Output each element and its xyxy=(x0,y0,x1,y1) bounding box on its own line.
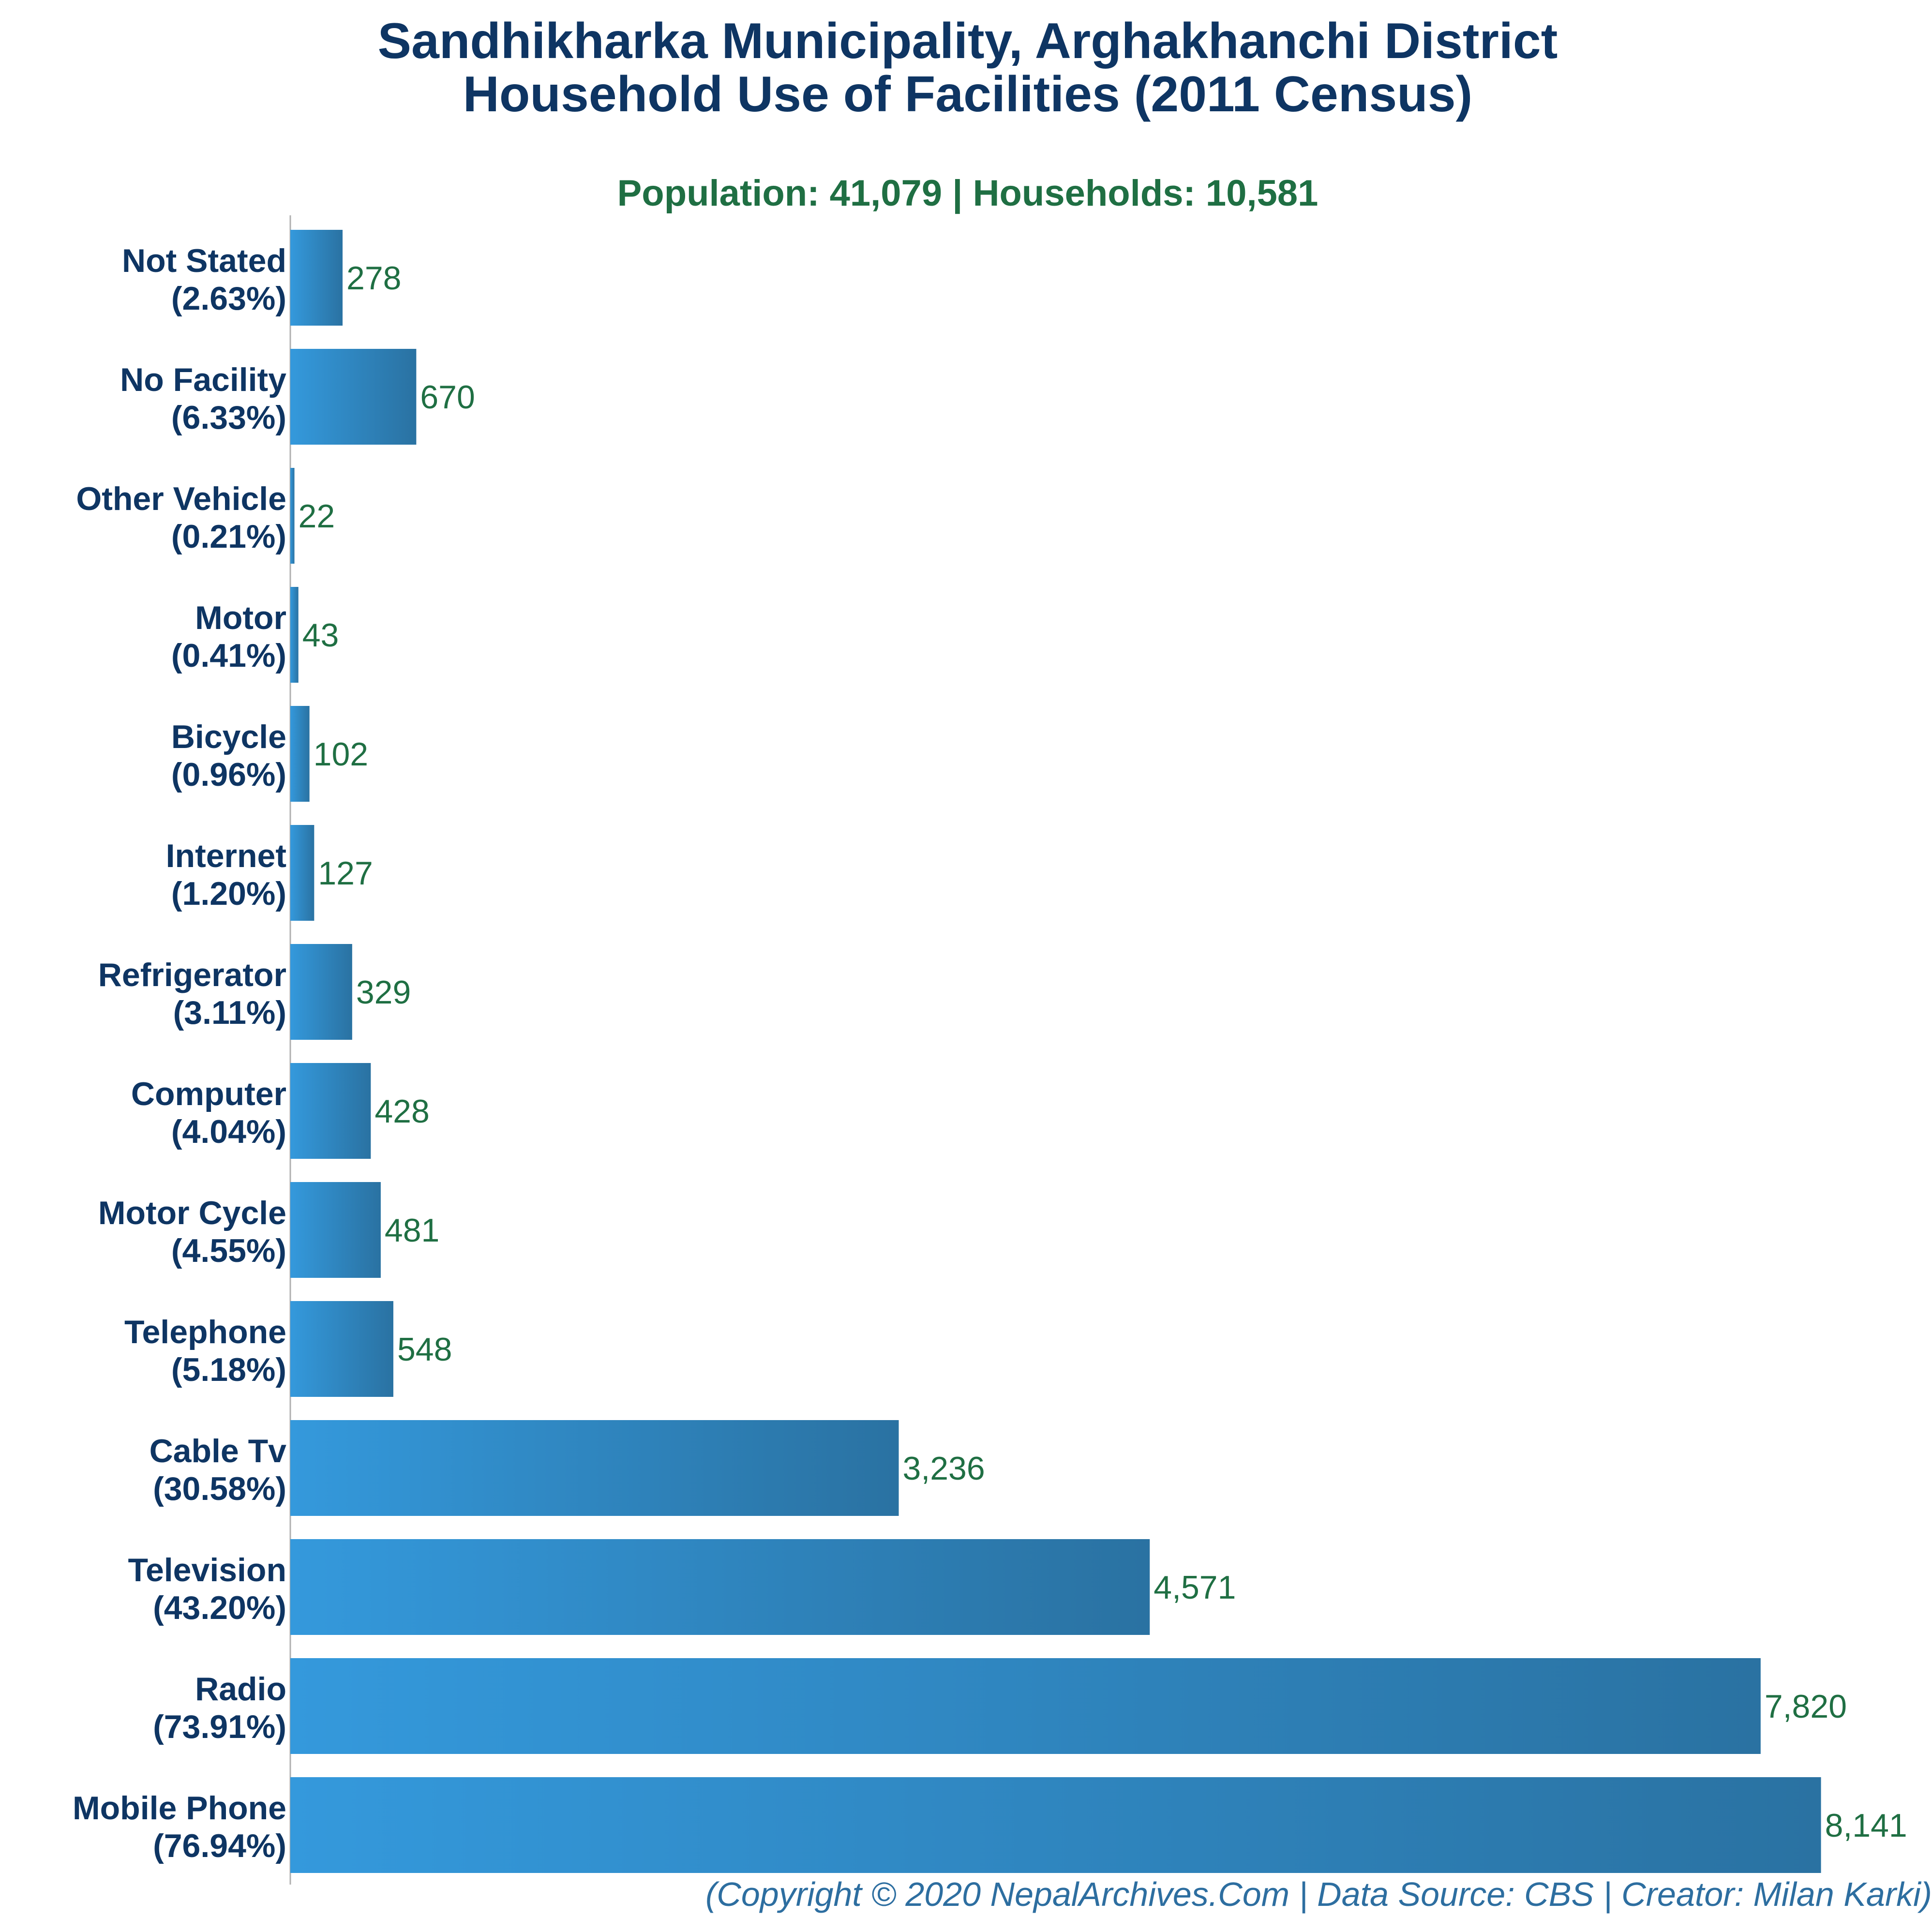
bar-other-vehicle xyxy=(290,468,295,564)
value-label: 127 xyxy=(318,855,373,892)
category-label: Mobile Phone xyxy=(73,1790,286,1827)
bar-not-stated xyxy=(290,230,343,326)
value-label: 4,571 xyxy=(1153,1569,1236,1606)
category-percent-label: (3.11%) xyxy=(173,994,286,1031)
category-label: Cable Tv xyxy=(150,1433,287,1469)
value-label: 428 xyxy=(374,1093,429,1130)
category-label: Radio xyxy=(195,1671,286,1707)
category-percent-label: (4.04%) xyxy=(171,1113,286,1150)
category-label: No Facility xyxy=(120,361,286,398)
category-percent-label: (76.94%) xyxy=(153,1827,286,1864)
footer-credit: (Copyright © 2020 NepalArchives.Com | Da… xyxy=(705,1875,1932,1913)
category-percent-label: (1.20%) xyxy=(171,875,286,912)
category-label: Motor xyxy=(195,599,286,636)
chart-title-line-2: Household Use of Facilities (2011 Census… xyxy=(463,66,1473,122)
bar-motor xyxy=(290,587,299,683)
value-label: 8,141 xyxy=(1825,1807,1907,1844)
category-label: Refrigerator xyxy=(98,957,286,993)
bar-internet xyxy=(290,825,315,921)
category-percent-label: (0.21%) xyxy=(171,518,286,555)
bar-refrigerator xyxy=(290,944,352,1040)
category-percent-label: (0.41%) xyxy=(171,637,286,674)
value-label: 43 xyxy=(302,617,339,654)
category-percent-label: (2.63%) xyxy=(171,280,286,317)
category-percent-label: (5.18%) xyxy=(171,1351,286,1388)
category-percent-label: (4.55%) xyxy=(171,1232,286,1269)
category-label: Bicycle xyxy=(171,719,286,755)
category-label: Motor Cycle xyxy=(98,1195,286,1231)
chart-subtitle: Population: 41,079 | Households: 10,581 xyxy=(617,173,1318,214)
category-percent-label: (30.58%) xyxy=(153,1470,286,1507)
bar-mobile-phone xyxy=(290,1777,1821,1873)
value-label: 3,236 xyxy=(903,1450,985,1487)
category-percent-label: (43.20%) xyxy=(153,1589,286,1626)
value-label: 278 xyxy=(346,260,401,297)
bar-radio xyxy=(290,1658,1761,1754)
value-label: 670 xyxy=(420,379,475,416)
category-label: Internet xyxy=(166,838,286,874)
bar-bicycle xyxy=(290,706,310,802)
bar-computer xyxy=(290,1063,371,1159)
value-label: 102 xyxy=(314,736,368,773)
category-label: Computer xyxy=(131,1076,286,1112)
category-percent-label: (6.33%) xyxy=(171,399,286,436)
category-percent-label: (0.96%) xyxy=(171,756,286,793)
bars-group: 278 Not Stated(2.63%) 670 No Facility(6.33%… xyxy=(73,230,1907,1873)
category-label: Not Stated xyxy=(122,242,286,279)
value-label: 7,820 xyxy=(1765,1688,1847,1725)
category-label: Television xyxy=(128,1552,286,1588)
value-label: 22 xyxy=(299,498,335,535)
category-label: Telephone xyxy=(124,1314,286,1350)
category-percent-label: (73.91%) xyxy=(153,1708,286,1745)
category-label: Other Vehicle xyxy=(76,480,286,517)
chart-title: Sandhikharka Municipality, Arghakhanchi … xyxy=(0,15,1932,121)
value-label: 548 xyxy=(397,1331,452,1368)
bar-motor-cycle xyxy=(290,1182,381,1278)
bar-cable-tv xyxy=(290,1420,899,1516)
value-label: 481 xyxy=(385,1212,439,1249)
bar-television xyxy=(290,1539,1150,1635)
chart-title-line-1: Sandhikharka Municipality, Arghakhanchi … xyxy=(377,13,1558,69)
bar-telephone xyxy=(290,1301,393,1397)
bar-no-facility xyxy=(290,349,417,445)
value-label: 329 xyxy=(356,974,411,1011)
